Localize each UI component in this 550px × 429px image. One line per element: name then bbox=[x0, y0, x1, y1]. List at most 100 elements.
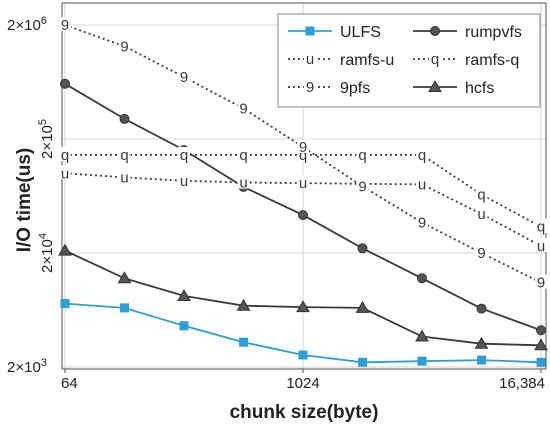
series-line-9pfs bbox=[64, 24, 542, 284]
point-ramfs-u-bg bbox=[416, 176, 428, 191]
point-rumpvfs bbox=[60, 78, 70, 89]
point-9pfs: 9 bbox=[537, 275, 545, 292]
point-9pfs: 9 bbox=[358, 178, 366, 195]
point-ulfs bbox=[358, 357, 367, 367]
point-ulfs bbox=[477, 355, 486, 365]
x-axis-title: chunk size(byte) bbox=[230, 402, 379, 423]
point-rumpvfs bbox=[417, 273, 427, 284]
y-axis-title: I/O time(us) bbox=[14, 148, 35, 253]
point-hcfs bbox=[296, 300, 310, 313]
y-tick-exponent: 5 bbox=[37, 119, 49, 125]
point-ramfs-q-bg bbox=[178, 146, 190, 161]
point-hcfs bbox=[236, 298, 251, 311]
legend-marker bbox=[428, 79, 442, 92]
point-9pfs-bg bbox=[118, 38, 131, 53]
legend-marker: u bbox=[306, 51, 314, 68]
point-ulfs bbox=[298, 350, 308, 360]
point-ulfs bbox=[417, 356, 427, 366]
legend-item-9pfs: 9 9pfs bbox=[288, 79, 370, 97]
point-ramfs-u: u bbox=[180, 173, 188, 190]
legend-marker bbox=[305, 26, 315, 36]
point-ramfs-u-bg bbox=[118, 169, 131, 184]
point-ramfs-q: q bbox=[299, 147, 307, 164]
point-9pfs-bg bbox=[535, 274, 547, 289]
point-ramfs-q: q bbox=[418, 147, 426, 164]
legend-box bbox=[277, 13, 541, 108]
legend-item-hcfs: hcfs bbox=[413, 79, 494, 97]
point-hcfs bbox=[355, 300, 370, 313]
point-ramfs-q: q bbox=[537, 219, 545, 236]
series-ulfs bbox=[60, 299, 546, 367]
point-9pfs-bg bbox=[475, 245, 488, 259]
point-ramfs-q-bg bbox=[118, 146, 131, 161]
point-ramfs-u-bg bbox=[59, 165, 71, 180]
point-rumpvfs bbox=[476, 303, 487, 314]
series-hcfs bbox=[58, 243, 548, 351]
legend-label: 9pfs bbox=[340, 80, 370, 97]
legend-marker-bg bbox=[429, 51, 441, 65]
point-ulfs bbox=[179, 321, 189, 331]
point-ramfs-u-bg bbox=[475, 205, 488, 220]
legend-marker: 9 bbox=[306, 79, 314, 96]
point-ramfs-q: q bbox=[239, 147, 247, 164]
point-ramfs-u: u bbox=[537, 238, 545, 255]
point-ulfs bbox=[239, 337, 248, 347]
series-9pfs: 9 9 9 9 9 9 9 9 9 bbox=[59, 17, 547, 292]
legend-label: ramfs-u bbox=[340, 52, 394, 69]
series-line-ramfs-u bbox=[64, 172, 542, 247]
point-ramfs-q: q bbox=[61, 147, 69, 164]
y-tick-label: 2×103 bbox=[7, 357, 47, 376]
legend-marker bbox=[430, 26, 440, 36]
point-ramfs-u: u bbox=[61, 165, 69, 182]
point-ulfs bbox=[536, 357, 546, 367]
legend-item-ramfs-u: u ramfs-u bbox=[288, 51, 394, 69]
legend-item-ulfs: ULFS bbox=[288, 24, 381, 41]
point-ramfs-q-bg bbox=[356, 146, 369, 161]
point-9pfs: 9 bbox=[477, 245, 485, 262]
legend-item-ramfs-q: q ramfs-q bbox=[413, 51, 519, 69]
point-ramfs-q: q bbox=[477, 187, 485, 204]
point-ramfs-q: q bbox=[120, 147, 128, 164]
point-9pfs: 9 bbox=[180, 69, 188, 86]
point-ramfs-u-bg bbox=[297, 175, 309, 190]
point-9pfs-bg bbox=[416, 214, 428, 229]
point-ramfs-u: u bbox=[418, 176, 426, 193]
point-hcfs bbox=[534, 338, 548, 351]
point-hcfs bbox=[415, 329, 429, 342]
point-9pfs: 9 bbox=[120, 38, 128, 55]
point-ramfs-u: u bbox=[477, 206, 485, 223]
point-hcfs bbox=[177, 288, 191, 301]
point-ramfs-q: q bbox=[180, 147, 188, 164]
point-9pfs: 9 bbox=[299, 139, 307, 156]
y-tick-label: 2×105 bbox=[37, 119, 56, 159]
x-tick-label: 1024 bbox=[286, 375, 319, 392]
point-9pfs: 9 bbox=[239, 101, 247, 118]
series-layer: uuuuuuuuuqqqqqqqqq999999999 bbox=[58, 17, 548, 367]
point-rumpvfs bbox=[298, 210, 308, 221]
point-ulfs bbox=[120, 303, 129, 313]
point-rumpvfs bbox=[536, 325, 546, 336]
point-9pfs: 9 bbox=[61, 17, 69, 34]
legend-item-rumpvfs: rumpvfs bbox=[413, 24, 522, 41]
point-rumpvfs bbox=[357, 243, 368, 254]
point-ramfs-u-bg bbox=[535, 238, 547, 253]
plot-frame bbox=[61, 2, 547, 370]
point-ramfs-q-bg bbox=[59, 146, 71, 161]
point-ulfs bbox=[60, 299, 70, 309]
y-tick-label: 2×106 bbox=[7, 15, 47, 34]
point-ramfs-q-bg bbox=[237, 146, 250, 161]
point-ramfs-u: u bbox=[120, 169, 128, 186]
legend-label: ULFS bbox=[340, 24, 381, 41]
point-ramfs-q-bg bbox=[535, 218, 547, 233]
point-9pfs: 9 bbox=[418, 215, 426, 232]
point-hcfs bbox=[474, 336, 489, 349]
point-ramfs-u-bg bbox=[237, 174, 250, 189]
x-tick-label: 16,384 bbox=[499, 375, 545, 392]
legend-marker-bg bbox=[304, 79, 316, 93]
x-tick-label: 64 bbox=[61, 375, 78, 392]
point-ramfs-u: u bbox=[299, 175, 307, 192]
point-ramfs-q-bg bbox=[475, 186, 488, 201]
point-9pfs-bg bbox=[297, 139, 309, 154]
point-ramfs-u: u bbox=[239, 175, 247, 192]
